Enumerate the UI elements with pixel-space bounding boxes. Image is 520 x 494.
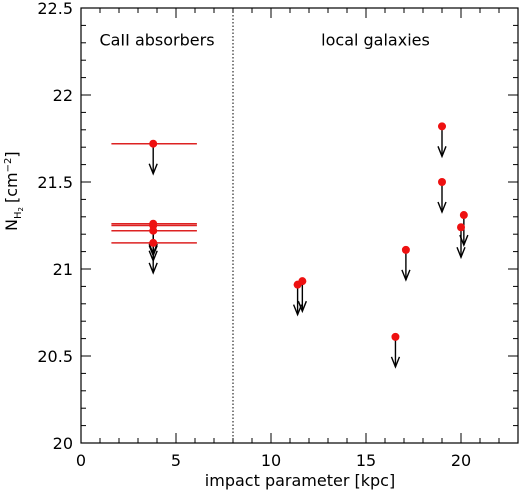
- upper-limit-arrowhead: [390, 356, 401, 369]
- upper-limit-arrowhead: [437, 201, 447, 214]
- svg-text:NH2[cm−2]: NH2 [cm−2]: [2, 151, 25, 231]
- y-axis-unit-suffix: ]: [2, 151, 21, 157]
- x-tick-label: 15: [356, 451, 376, 470]
- upper-limit-arrowhead: [148, 163, 158, 176]
- region-labels: CaII absorbers local galaxies: [99, 30, 429, 49]
- upper-limit-arrowhead: [292, 304, 303, 317]
- data-point: [438, 178, 446, 186]
- y-tick-label: 21.5: [37, 173, 73, 192]
- region-label: local galaxies: [321, 30, 430, 49]
- y-tick-label: 22: [53, 86, 73, 105]
- plot-frame: [80, 7, 519, 444]
- y-tick-label: 20.5: [37, 347, 73, 366]
- data-point: [391, 332, 400, 341]
- data-point: [438, 122, 446, 131]
- y-tick-label: 22.5: [37, 0, 73, 18]
- y-axis-subsubscript: 2: [17, 207, 25, 211]
- data-point: [298, 277, 307, 286]
- upper-limit-arrows: [148, 126, 469, 369]
- y-tick-label: 21: [53, 260, 73, 279]
- y-axis-symbol: N: [2, 219, 21, 231]
- y-tick-label: 20: [53, 434, 73, 453]
- x-tick-label: 20: [451, 451, 471, 470]
- upper-limit-arrowhead: [148, 262, 158, 275]
- data-point: [401, 245, 410, 254]
- upper-limit-arrowhead: [401, 269, 411, 282]
- upper-limit-arrowhead: [456, 246, 466, 260]
- upper-limit-arrowhead: [437, 146, 447, 159]
- y-axis-unit-prefix: [cm: [2, 172, 21, 203]
- data-point: [459, 211, 468, 220]
- x-tick-label: 0: [76, 451, 86, 470]
- data-point: [149, 139, 158, 148]
- x-tick-label: 5: [171, 451, 181, 470]
- region-label: CaII absorbers: [99, 30, 214, 49]
- y-tick-labels: 20 20.5 21 21.5 22 22.5: [37, 0, 73, 453]
- data-point: [457, 223, 465, 232]
- x-tick-label: 10: [261, 451, 281, 470]
- upper-limit-arrowhead: [459, 234, 469, 247]
- data-points: [149, 122, 468, 341]
- x-tick-labels: 0 5 10 15 20: [76, 451, 471, 470]
- data-point: [149, 226, 158, 235]
- y-axis-subscript: H: [13, 212, 24, 220]
- x-axis-label: impact parameter [kpc]: [205, 471, 395, 490]
- upper-limit-arrowhead: [297, 300, 307, 314]
- data-point: [149, 238, 158, 247]
- y-axis-unit-exponent: −2: [3, 158, 14, 173]
- y-axis-label: NH2 [cm−2]: [2, 151, 25, 231]
